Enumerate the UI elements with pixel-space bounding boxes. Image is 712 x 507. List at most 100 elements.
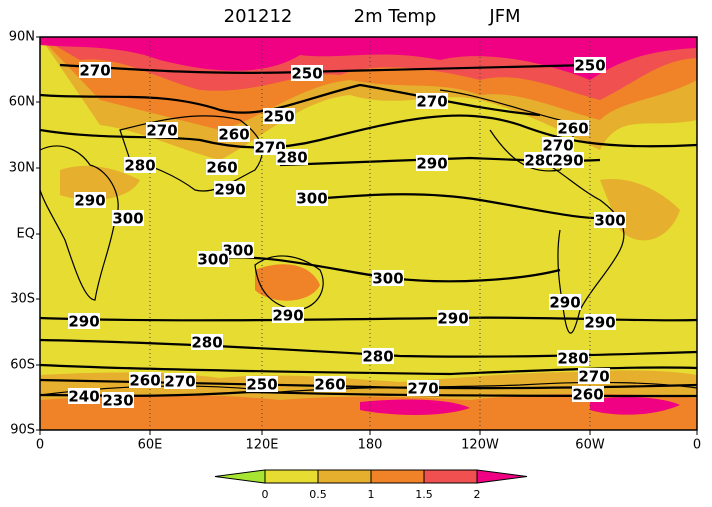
contour-label-box [214, 181, 246, 197]
north-magenta-region [40, 37, 697, 80]
colorbar-tick-label: 0 [262, 488, 269, 501]
contour-label: 270 [146, 122, 177, 140]
contour-label-box [552, 152, 584, 168]
contour-label-box [557, 120, 589, 136]
contour-label: 270 [164, 373, 195, 391]
contour-label-box [263, 108, 295, 124]
contour-label: 260 [129, 372, 160, 390]
contour-label-box [296, 190, 328, 206]
south-orange-region [40, 393, 697, 430]
contour-label: 280 [124, 157, 155, 175]
contour-label-box [572, 386, 604, 402]
contour-270-south [40, 363, 697, 376]
contour-280-south [40, 338, 697, 358]
contour-label: 300 [296, 190, 327, 208]
coastline-australia [254, 255, 324, 311]
contour-290-south [40, 316, 697, 322]
lat-label: 30S [10, 292, 35, 307]
colorbar-segment [423, 469, 478, 484]
lat-label: 90N [9, 30, 35, 45]
contour-label-box [74, 192, 106, 208]
contour-label-box [584, 314, 616, 330]
contour-label: 260 [314, 376, 345, 394]
contour-label-box [164, 373, 196, 389]
contour-label: 290 [552, 152, 583, 170]
contour-label-box [68, 313, 100, 329]
lat-label: EQ [17, 227, 35, 242]
contour-label-box [416, 155, 448, 171]
contour-label: 250 [263, 108, 294, 126]
colorbar-left-arrow [214, 469, 266, 484]
contour-label: 260 [218, 126, 249, 144]
lon-label: 0 [693, 438, 701, 453]
contour-label: 290 [214, 181, 245, 199]
contour-label: 290 [74, 192, 105, 210]
contour-label-box [557, 350, 589, 366]
south-magenta-patch [360, 399, 470, 415]
contour-label-box [112, 210, 144, 226]
contour-label: 260 [572, 386, 603, 404]
south-magenta-patch [590, 397, 680, 415]
colorbar-tick-label: 2 [474, 488, 481, 501]
lat-label: 60N [9, 95, 35, 110]
contour-label: 250 [291, 65, 322, 83]
contour-label-box [362, 348, 394, 364]
coastline-africa [40, 145, 119, 301]
colorbar-segment [317, 469, 372, 484]
contour-label-box [206, 159, 238, 175]
colorbar-segment [370, 469, 425, 484]
contour-label: 270 [578, 368, 609, 386]
contour-label: 290 [584, 314, 615, 332]
contour-label: 270 [79, 62, 110, 80]
contour-label: 300 [222, 242, 253, 260]
contour-label-box [222, 242, 254, 258]
contour-label: 260 [557, 120, 588, 138]
contour-label-box [124, 157, 156, 173]
contour-260-north [40, 83, 541, 117]
contour-label: 280 [524, 152, 555, 170]
contour-label: 260 [206, 159, 237, 177]
contour-label: 290 [549, 294, 580, 312]
contour-label: 240 [68, 388, 99, 406]
contour-label-box [594, 212, 626, 228]
contour-label-box [291, 65, 323, 81]
contour-300-north [299, 193, 611, 220]
coastline-asia [119, 115, 263, 192]
contour-label-box [129, 372, 161, 388]
contour-label-box [191, 334, 223, 350]
colorbar-tick-label: 0.5 [309, 488, 327, 501]
title-date: 201212 [224, 6, 293, 27]
title-season: JFM [488, 6, 520, 27]
lat-label: 90S [10, 423, 35, 438]
lat-label: 30N [9, 161, 35, 176]
contour-label-box [372, 270, 404, 286]
contour-label-box [218, 126, 250, 142]
contour-label: 270 [542, 137, 573, 155]
title-variable: 2m Temp [354, 6, 437, 27]
contour-label-box [272, 307, 304, 323]
contour-label-box [146, 122, 178, 138]
contour-label-box [578, 368, 610, 384]
lon-label: 120E [245, 438, 278, 453]
contour-label-box [542, 137, 574, 153]
contour-label-box [549, 294, 581, 310]
contour-label: 270 [416, 93, 447, 111]
contour-label-box [407, 380, 439, 396]
contour-label-box [68, 388, 100, 404]
contour-label-box [276, 149, 308, 165]
sahara-patch [60, 165, 140, 200]
contour-label-box [574, 57, 606, 73]
colorbar-tick-label: 1 [368, 488, 375, 501]
contour-label: 280 [557, 350, 588, 368]
contour-label-box [79, 62, 111, 78]
graticule [149, 37, 591, 430]
lon-label: 180 [358, 438, 383, 453]
contour-label: 250 [574, 57, 605, 75]
colorbar-tick-label: 1.5 [415, 488, 433, 501]
contour-label: 300 [594, 212, 625, 230]
lon-label: 60W [575, 438, 605, 453]
colorbar-right-arrow [476, 469, 528, 484]
